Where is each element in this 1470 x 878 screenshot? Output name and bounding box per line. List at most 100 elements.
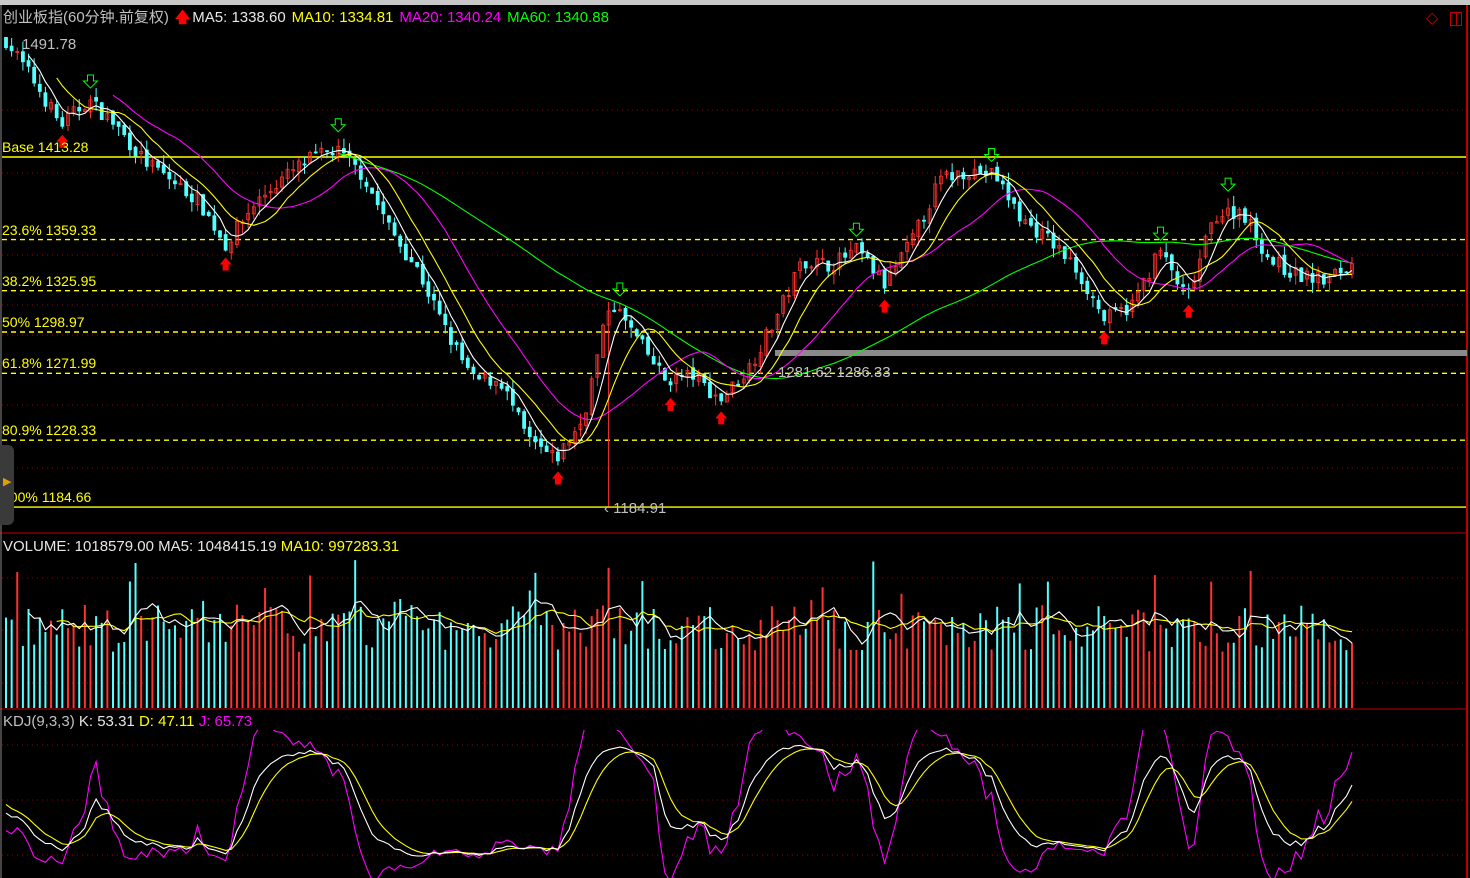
panel-toggle-icon[interactable] bbox=[1450, 12, 1462, 26]
candle-body bbox=[708, 381, 712, 399]
candle-body bbox=[1147, 277, 1152, 282]
candle-body bbox=[471, 366, 476, 374]
candle-body bbox=[972, 168, 977, 180]
candle-body bbox=[1062, 246, 1067, 259]
candle-body bbox=[460, 342, 465, 361]
candle-body bbox=[330, 152, 335, 156]
candle-body bbox=[1040, 228, 1045, 240]
candle-body bbox=[741, 378, 746, 384]
candle-body bbox=[432, 294, 436, 301]
candle-body bbox=[1220, 216, 1225, 223]
candle-body bbox=[409, 256, 414, 263]
ma10-value: MA10: 1334.81 bbox=[291, 9, 394, 26]
candle-body bbox=[398, 235, 403, 247]
candle-body bbox=[1181, 284, 1185, 287]
candle-body bbox=[764, 328, 769, 356]
candle-body bbox=[786, 295, 791, 297]
candle-body bbox=[263, 194, 267, 198]
up-arrow-icon: 🡅 bbox=[174, 9, 191, 26]
candle-body bbox=[1344, 271, 1349, 274]
ma10-line bbox=[56, 77, 1353, 444]
candle-body bbox=[285, 168, 290, 179]
buy-signal-arrow-icon bbox=[664, 397, 677, 411]
fib-level-label: 23.6% 1359.33 bbox=[2, 221, 97, 238]
candle-body bbox=[116, 121, 121, 127]
candle-body bbox=[533, 436, 538, 443]
price-pane-header: 创业板指(60分钟.前复权) 🡅 MA5: 1338.60 MA10: 1334.81… bbox=[3, 9, 615, 26]
candle-body bbox=[1333, 268, 1338, 275]
candle-body bbox=[465, 357, 470, 368]
candle-body bbox=[1096, 299, 1101, 310]
candle-body bbox=[719, 393, 724, 402]
candle-body bbox=[1282, 254, 1287, 275]
candle-body bbox=[770, 330, 774, 333]
candle-body bbox=[184, 181, 189, 197]
sidebar-collapse-handle[interactable]: ▶ bbox=[0, 445, 14, 525]
candle-body bbox=[454, 342, 459, 345]
candle-body bbox=[1130, 299, 1135, 313]
candle-body bbox=[910, 233, 915, 246]
candle-body bbox=[1006, 182, 1011, 201]
candle-body bbox=[617, 309, 622, 312]
candle-body bbox=[522, 411, 527, 429]
candle-body bbox=[1259, 239, 1264, 254]
candle-body bbox=[218, 230, 222, 238]
candle-body bbox=[144, 149, 149, 167]
fib-level-label: 100% 1184.66 bbox=[2, 489, 92, 506]
candle-body bbox=[15, 51, 20, 53]
candle-body bbox=[753, 363, 757, 366]
candle-body bbox=[32, 66, 37, 84]
fib-level-label: 61.8% 1271.99 bbox=[2, 355, 97, 372]
candle-body bbox=[139, 150, 144, 155]
candle-body bbox=[820, 258, 825, 260]
candle-body bbox=[246, 212, 251, 221]
candle-body bbox=[1057, 245, 1062, 249]
candle-body bbox=[775, 314, 780, 331]
candle-body bbox=[9, 45, 14, 52]
candle-body bbox=[826, 260, 831, 272]
diamond-icon[interactable]: ◇ bbox=[1426, 10, 1439, 27]
candle-body bbox=[1124, 304, 1129, 316]
buy-signal-arrow-icon bbox=[878, 299, 891, 313]
candle-body bbox=[426, 281, 431, 297]
candle-body bbox=[612, 309, 617, 312]
candle-body bbox=[370, 187, 374, 194]
volume-ma10-line bbox=[56, 608, 1353, 639]
candle-body bbox=[4, 37, 8, 49]
candle-body bbox=[1017, 201, 1022, 222]
candle-body bbox=[477, 375, 481, 380]
candle-body bbox=[640, 335, 645, 340]
ma5-line bbox=[28, 55, 1353, 452]
ma20-value: MA20: 1340.24 bbox=[399, 9, 502, 26]
buy-signal-arrow-icon bbox=[1098, 331, 1111, 345]
selection-band bbox=[775, 350, 1467, 356]
ma20-line bbox=[112, 94, 1353, 420]
candle-body bbox=[1271, 257, 1276, 265]
kdj-k-value: K: 53.31 bbox=[78, 713, 135, 730]
candle-body bbox=[944, 171, 949, 176]
candle-body bbox=[1074, 256, 1078, 273]
candle-body bbox=[387, 215, 391, 223]
candle-body bbox=[516, 407, 521, 413]
sell-signal-arrow-icon bbox=[82, 74, 99, 89]
candle-body bbox=[173, 180, 177, 185]
candle-body bbox=[60, 117, 65, 127]
buy-signal-arrow-icon bbox=[551, 471, 564, 485]
candle-body bbox=[978, 165, 983, 175]
candle-body bbox=[1085, 280, 1090, 295]
candle-body bbox=[696, 373, 701, 382]
kdj-j-value: J: 65.73 bbox=[198, 713, 253, 730]
buy-signal-arrow-icon bbox=[219, 257, 232, 271]
candle-body bbox=[105, 113, 110, 121]
candle-body bbox=[657, 362, 662, 366]
candle-body bbox=[713, 394, 718, 397]
candle-body bbox=[133, 146, 138, 157]
candle-body bbox=[922, 219, 926, 222]
candle-body bbox=[663, 367, 667, 381]
ma5-value: MA5: 1338.60 bbox=[192, 9, 286, 26]
candle-body bbox=[161, 164, 166, 174]
candle-body bbox=[494, 381, 498, 386]
fib-level-label: Base 1413.28 bbox=[2, 139, 89, 155]
kdj-pane-header: KDJ(9,3,3) K: 53.31 D: 47.11 J: 65.73 bbox=[3, 713, 252, 730]
